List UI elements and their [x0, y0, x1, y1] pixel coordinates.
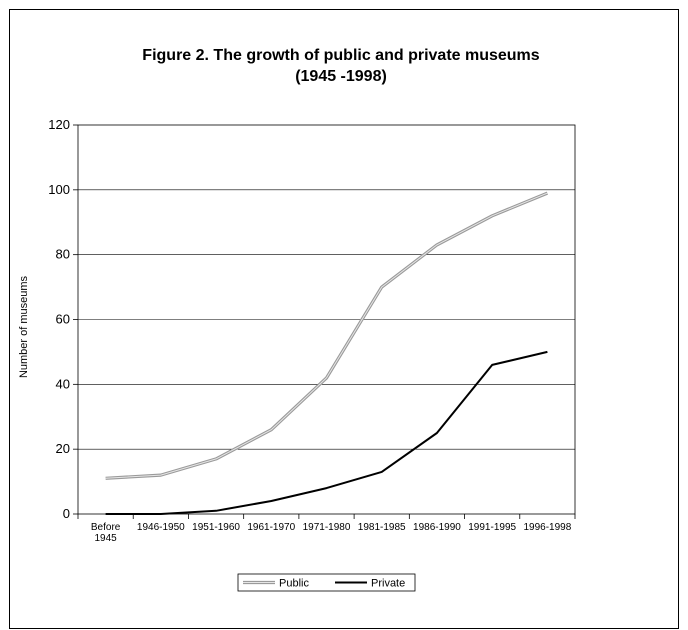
- y-tick-label: 20: [56, 441, 70, 456]
- y-tick-label: 80: [56, 247, 70, 262]
- gridlines: [78, 189, 575, 450]
- chart-frame: Figure 2. The growth of public and priva…: [9, 9, 679, 629]
- series-lines: [105, 191, 549, 515]
- x-tick-label: 1951-1960: [192, 522, 240, 533]
- chart-subtitle: (1945 -1998): [295, 68, 387, 85]
- x-tick-label: 1971-1980: [303, 522, 351, 533]
- y-tick-label: 0: [63, 506, 70, 521]
- x-tick-label: 1996-1998: [523, 522, 571, 533]
- y-tick-label: 40: [56, 376, 70, 391]
- series-line-highlight: [105, 192, 548, 479]
- legend: Public Private: [237, 573, 416, 592]
- y-axis-label: Number of museums: [18, 275, 30, 378]
- y-tick-label: 60: [56, 312, 70, 327]
- legend-box: [237, 573, 416, 592]
- series-line-private: [105, 350, 548, 515]
- chart-canvas: Figure 2. The growth of public and priva…: [18, 47, 576, 592]
- y-tick-label: 120: [48, 117, 70, 132]
- legend-label-private: Private: [371, 578, 405, 590]
- x-tick-label: 1986-1990: [413, 522, 461, 533]
- legend-label-public: Public: [279, 578, 309, 590]
- y-axis-ticks: 0 20 40 60 80 100 120: [48, 117, 78, 521]
- x-tick-label: 1946-1950: [137, 522, 185, 533]
- x-tick-label: 1961-1970: [247, 522, 295, 533]
- series-line-public: [105, 191, 549, 480]
- x-tick-label: 1981-1985: [358, 522, 406, 533]
- x-tick-label: Before: [91, 522, 121, 533]
- x-tick-label: 1945: [94, 533, 117, 544]
- x-tick-label: 1991-1995: [468, 522, 516, 533]
- y-tick-label: 100: [48, 182, 70, 197]
- chart-title: Figure 2. The growth of public and priva…: [142, 47, 539, 64]
